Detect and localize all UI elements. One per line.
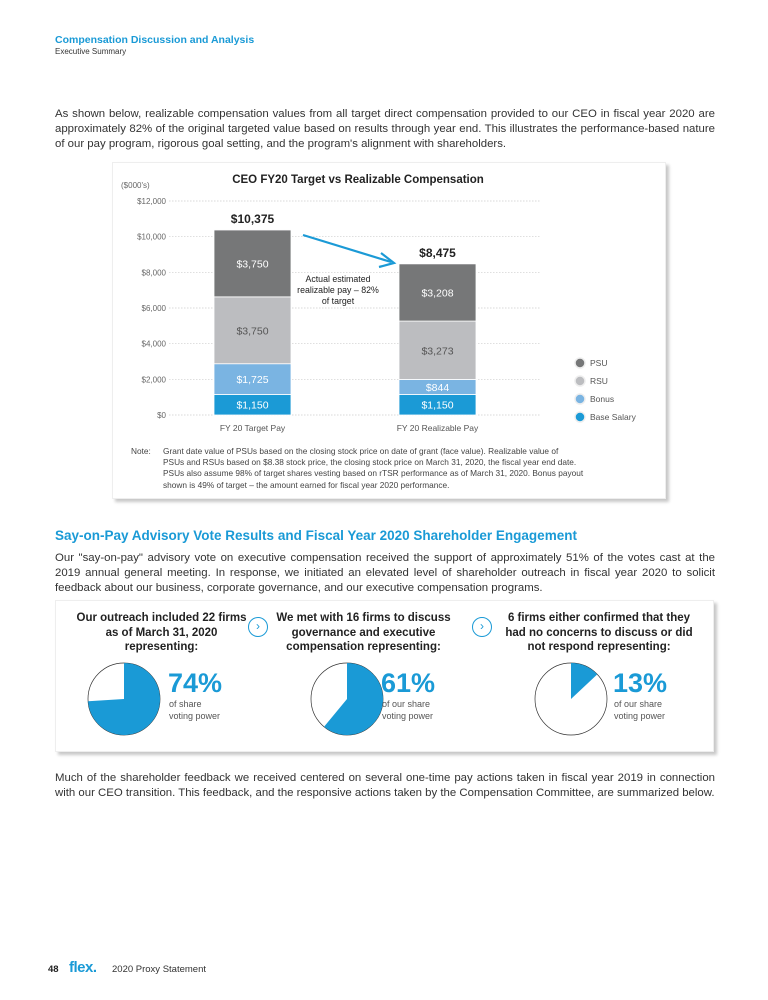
- outreach-heading: Our outreach included 22 firms as of Mar…: [76, 612, 247, 653]
- bar-segment-rsu: [213, 296, 292, 365]
- note-line: Grant date value of PSUs based on the cl…: [163, 446, 559, 456]
- annotation-text: Actual estimated: [305, 274, 370, 284]
- data-label: $3,750: [236, 258, 268, 270]
- legend-label: Base Salary: [590, 412, 637, 422]
- note-line: PSUs also assume 98% of target shares ve…: [163, 468, 584, 479]
- note-line: PSUs and RSUs based on $8.38 stock price…: [163, 457, 577, 468]
- legend-swatch: [574, 411, 586, 423]
- y-axis-unit: ($000's): [121, 181, 150, 190]
- sub-line: voting power: [169, 710, 221, 721]
- legend-swatch: [574, 393, 586, 405]
- outreach-pie: [87, 662, 161, 736]
- closing-paragraph: Much of the shareholder feedback we rece…: [55, 772, 715, 799]
- chart-note-label: Note:: [131, 446, 151, 456]
- note-line: shown is 49% of target – the amount earn…: [163, 479, 450, 490]
- no-concerns-percent: 13%: [613, 668, 668, 698]
- annotation-text: of target: [322, 296, 355, 306]
- total-label: $10,375: [231, 212, 275, 226]
- data-label: $1,725: [236, 374, 268, 386]
- arrow-head-icon: [378, 252, 397, 269]
- pie-slice: [88, 663, 160, 735]
- data-label: $3,273: [421, 345, 453, 357]
- y-tick-label: $4,000: [142, 340, 167, 349]
- pie-slice: [324, 663, 383, 735]
- y-tick-label: $0: [157, 411, 166, 420]
- chevron-right-icon: ›: [248, 617, 268, 637]
- sub-line: voting power: [614, 710, 666, 721]
- page-number: 48: [48, 964, 59, 975]
- pie-slice: [571, 663, 598, 699]
- section-title: Compensation Discussion and Analysis: [55, 34, 255, 46]
- chart-card: CEO FY20 Target vs Realizable Compensati…: [112, 162, 666, 499]
- bar-segment-psu: [213, 229, 292, 298]
- chart-title: CEO FY20 Target vs Realizable Compensati…: [232, 174, 484, 186]
- met-sub: of our share voting power: [382, 699, 433, 722]
- y-tick-label: $12,000: [137, 197, 166, 206]
- data-label: $3,208: [421, 287, 453, 299]
- annotation-text: realizable pay – 82%: [297, 285, 379, 295]
- no-concerns-sub: of our share voting power: [614, 699, 665, 722]
- x-tick-label: FY 20 Target Pay: [220, 423, 286, 433]
- intro-paragraph: As shown below, realizable compensation …: [55, 108, 715, 150]
- no-concerns-pie: [534, 662, 608, 736]
- sub-line: voting power: [382, 710, 434, 721]
- y-tick-label: $2,000: [142, 375, 167, 384]
- legend-label: Bonus: [590, 394, 614, 404]
- sub-line: of our share: [614, 699, 663, 709]
- outreach-sub: of share voting power: [169, 699, 220, 722]
- subsection-title: Executive Summary: [55, 47, 127, 56]
- no-concerns-heading: 6 firms either confirmed that they had n…: [505, 612, 693, 653]
- chevron-right-icon: ›: [472, 617, 492, 637]
- met-heading: We met with 16 firms to discuss governan…: [276, 612, 451, 653]
- legend-swatch: [574, 375, 586, 387]
- met-percent: 61%: [381, 668, 436, 698]
- x-tick-label: FY 20 Realizable Pay: [397, 423, 479, 433]
- engagement-card: Our outreach included 22 firms as of Mar…: [55, 600, 714, 752]
- data-label: $3,750: [236, 325, 268, 337]
- legend-label: PSU: [590, 358, 607, 368]
- flex-logo: flex.: [69, 959, 97, 976]
- bar-segment-psu: [398, 263, 477, 322]
- legend-swatch: [574, 357, 586, 369]
- total-label: $8,475: [419, 246, 456, 260]
- outreach-percent: 74%: [168, 668, 223, 698]
- y-tick-label: $8,000: [142, 268, 167, 277]
- data-label: $1,150: [421, 400, 453, 412]
- sub-line: of our share: [382, 699, 431, 709]
- legend-label: RSU: [590, 376, 608, 386]
- data-label: $1,150: [236, 400, 268, 412]
- chart-note-text: Grant date value of PSUs based on the cl…: [163, 446, 663, 491]
- y-tick-label: $10,000: [137, 233, 166, 242]
- say-on-pay-heading: Say-on-Pay Advisory Vote Results and Fis…: [55, 528, 577, 543]
- y-tick-label: $6,000: [142, 304, 167, 313]
- compensation-chart: CEO FY20 Target vs Realizable Compensati…: [121, 174, 637, 433]
- bar-segment-bonus: [213, 363, 292, 395]
- say-on-pay-paragraph: Our "say-on-pay" advisory vote on execut…: [55, 552, 715, 594]
- sub-line: of share: [169, 699, 202, 709]
- data-label: $844: [426, 382, 450, 394]
- document-title: 2020 Proxy Statement: [112, 964, 206, 975]
- arrow-line: [302, 233, 392, 264]
- met-pie: [310, 662, 384, 736]
